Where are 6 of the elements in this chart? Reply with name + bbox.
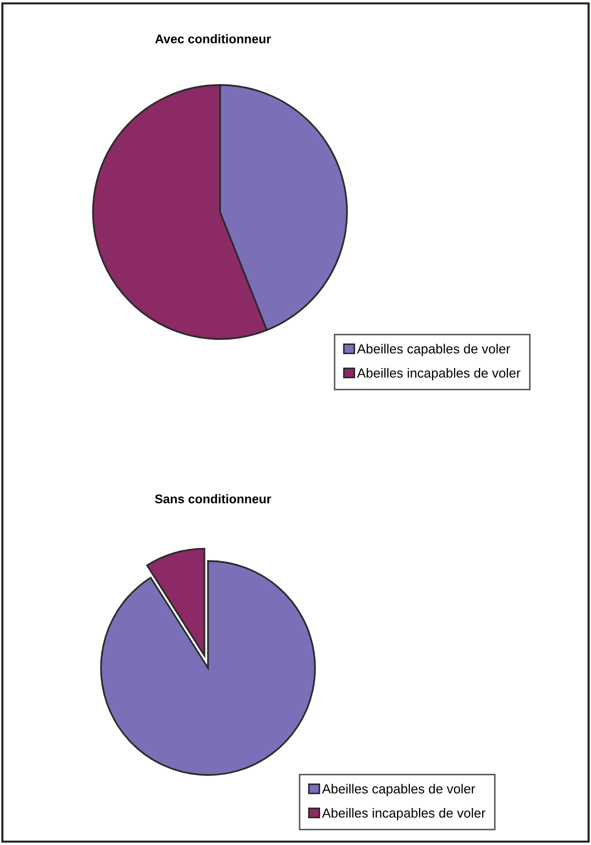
legend-label: Abeilles capables de voler [357, 344, 510, 356]
legend-label: Abeilles capables de voler [322, 784, 476, 796]
chart-title: Avec conditionneur [155, 34, 271, 44]
legend-label: Abeilles incapables de voler [357, 368, 520, 380]
chart-title: Sans conditionneur [155, 494, 272, 504]
legend-label: Abeilles incapables de voler [322, 808, 486, 820]
